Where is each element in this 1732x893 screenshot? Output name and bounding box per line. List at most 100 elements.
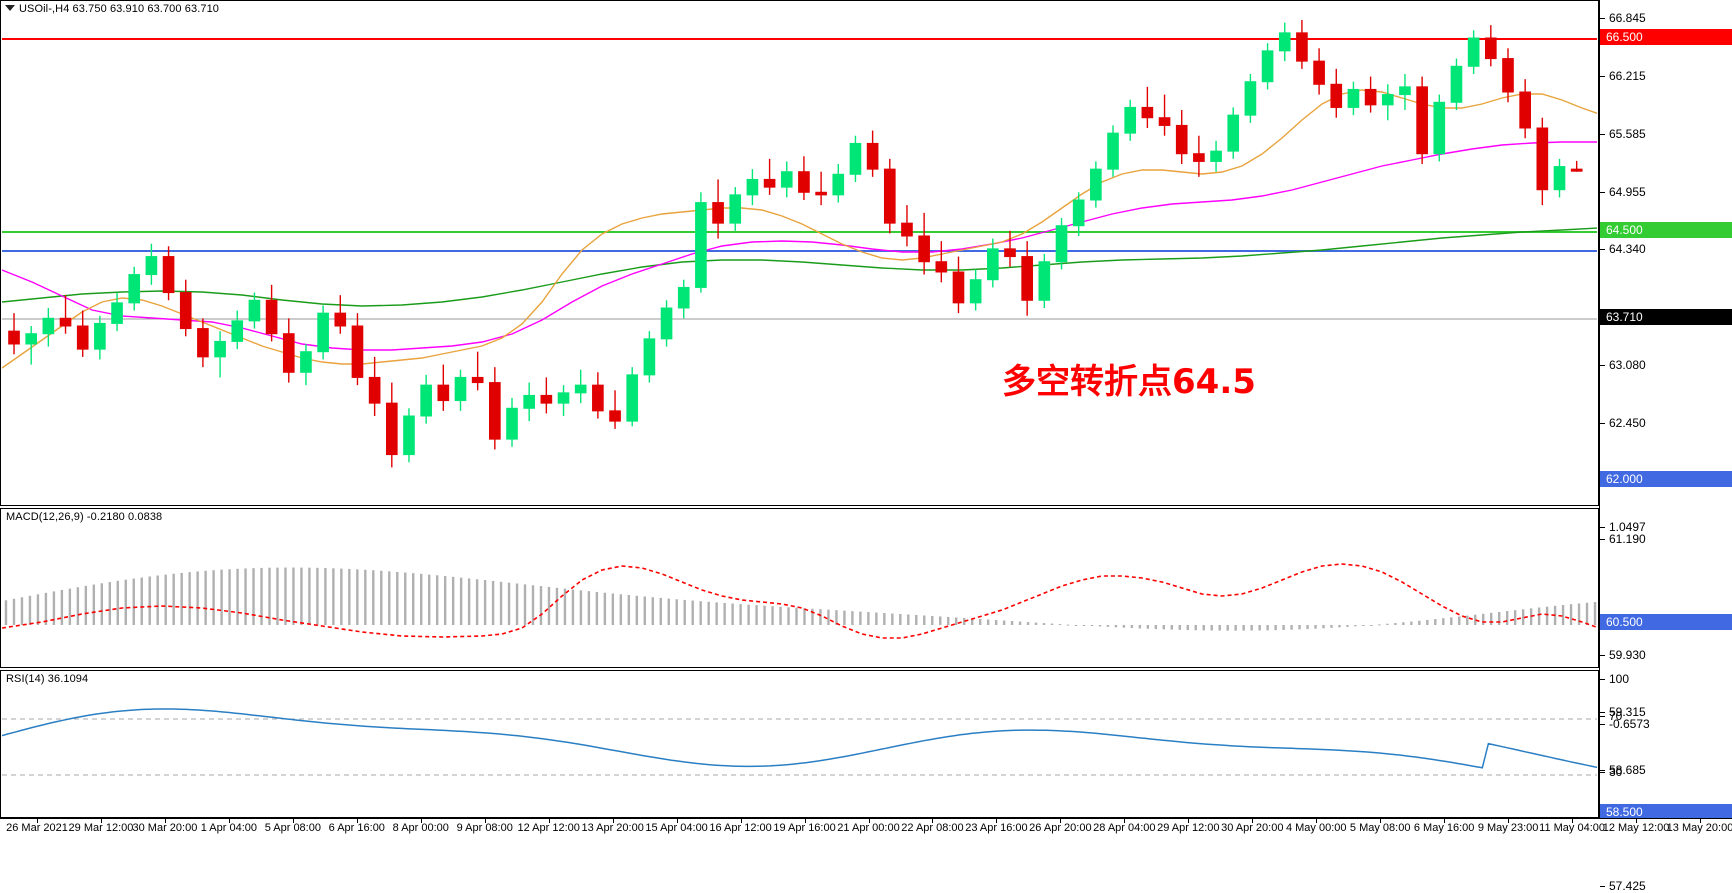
candle-body <box>1244 81 1257 116</box>
macd-bar <box>443 576 447 625</box>
macd-bar <box>523 584 527 625</box>
time-label: 6 Apr 16:00 <box>328 822 385 834</box>
candle-body <box>695 202 707 288</box>
macd-bar <box>1585 602 1589 625</box>
time-label: 11 May 04:00 <box>1539 822 1605 834</box>
macd-bar <box>1330 625 1333 628</box>
candle-body <box>248 299 261 322</box>
macd-bar <box>12 598 16 625</box>
time-label: 1 Apr 04:00 <box>200 822 258 834</box>
candle-body <box>403 415 415 456</box>
price-chart-panel[interactable]: USOil-,H4 63.750 63.910 63.700 63.710 <box>0 0 1599 506</box>
candle-body <box>883 168 896 224</box>
time-tick-mark <box>484 819 486 823</box>
price-scale[interactable]: 66.845 66.215 65.585 64.955 64.340 63.080 62.4… <box>1599 0 1732 893</box>
price-tag-62-000[interactable]: 62.000 <box>1600 471 1732 487</box>
rsi-plot-area <box>2 672 1597 816</box>
macd-bar <box>970 618 974 625</box>
macd-bar <box>1242 625 1245 631</box>
candle-body <box>712 202 724 224</box>
macd-bar <box>891 613 894 625</box>
time-tick-mark <box>1508 819 1510 823</box>
candle-body <box>798 171 810 193</box>
macd-bar <box>1354 625 1357 627</box>
macd-bar <box>1114 625 1118 628</box>
macd-bar <box>539 586 543 625</box>
macd-bar <box>875 612 878 625</box>
macd-bar <box>156 575 159 625</box>
candle-body <box>1227 114 1240 152</box>
macd-bar <box>851 611 854 625</box>
candle-body <box>162 256 175 294</box>
candle-body <box>626 374 639 422</box>
candle-body <box>8 330 20 345</box>
macd-histogram <box>4 567 1597 631</box>
macd-bar <box>483 580 487 625</box>
candle-body <box>1450 65 1463 103</box>
time-tick-mark <box>1380 819 1382 823</box>
candle-body <box>368 376 381 404</box>
time-tick-mark <box>1060 819 1062 823</box>
price-tag-63-710[interactable]: 63.710 <box>1600 309 1732 325</box>
macd-bar <box>907 614 910 625</box>
macd-bar <box>1058 624 1062 626</box>
macd-bar <box>1394 623 1397 625</box>
macd-bar <box>667 598 670 625</box>
candle-body <box>1536 127 1549 191</box>
price-tag-60-500[interactable]: 60.500 <box>1600 614 1732 630</box>
macd-bar <box>1042 623 1046 625</box>
time-tick-mark <box>868 819 870 823</box>
macd-bar <box>723 602 726 625</box>
candle-body <box>1296 32 1308 62</box>
macd-bar <box>1170 625 1174 630</box>
tick-mark <box>1600 886 1605 887</box>
macd-bar <box>1569 604 1573 625</box>
macd-bar <box>244 568 247 625</box>
macd-bar <box>611 593 615 625</box>
candle-body <box>1553 166 1566 191</box>
candle-body <box>849 142 862 175</box>
macd-panel[interactable]: MACD(12,26,9) -0.2180 0.0838 <box>0 508 1599 668</box>
time-tick-mark <box>1252 819 1254 823</box>
macd-bar <box>627 595 631 625</box>
macd-bar <box>164 574 167 625</box>
macd-bar <box>4 600 8 625</box>
price-tag-58-500[interactable]: 58.500 <box>1600 804 1732 820</box>
candle-body <box>1193 153 1205 162</box>
macd-bar <box>308 567 311 625</box>
rsi-panel[interactable]: RSI(14) 36.1094 <box>0 670 1599 818</box>
candle-body <box>1484 37 1497 60</box>
macd-bar <box>332 568 335 625</box>
macd-bar <box>412 573 415 625</box>
price-tag-64-500[interactable]: 64.500 <box>1600 222 1732 238</box>
time-axis[interactable]: 26 Mar 2021 29 Mar 12:00 30 Mar 20:00 1 Apr… <box>0 818 1732 839</box>
candle-body <box>1416 86 1428 155</box>
candle-body <box>59 317 72 327</box>
time-label: 21 Apr 00:00 <box>837 822 900 834</box>
time-tick-mark <box>548 819 550 823</box>
time-tick-mark <box>804 819 806 823</box>
time-label: 13 May 20:00 <box>1666 822 1732 834</box>
price-tag-66-500[interactable]: 66.500 <box>1600 29 1732 45</box>
macd-bar <box>459 577 463 625</box>
macd-bar <box>947 616 950 625</box>
macd-bar <box>962 617 966 625</box>
candle-body <box>609 410 621 422</box>
macd-bar <box>923 615 926 625</box>
macd-bar <box>380 570 383 625</box>
time-tick-mark <box>1572 819 1574 823</box>
macd-bar <box>1034 622 1038 625</box>
macd-bar <box>1226 625 1229 631</box>
macd-bar <box>1497 611 1501 625</box>
time-label: 30 Mar 20:00 <box>132 822 198 834</box>
collapse-arrow-icon[interactable] <box>5 5 15 11</box>
macd-bar <box>276 567 279 625</box>
tick-mark <box>1600 365 1605 366</box>
time-tick-mark <box>420 819 422 823</box>
macd-bar <box>451 576 455 625</box>
macd-bar <box>268 567 271 625</box>
macd-bar <box>835 610 838 625</box>
candle-body <box>1381 94 1394 106</box>
macd-bar <box>603 592 607 625</box>
time-label: 29 Apr 12:00 <box>1157 822 1220 834</box>
